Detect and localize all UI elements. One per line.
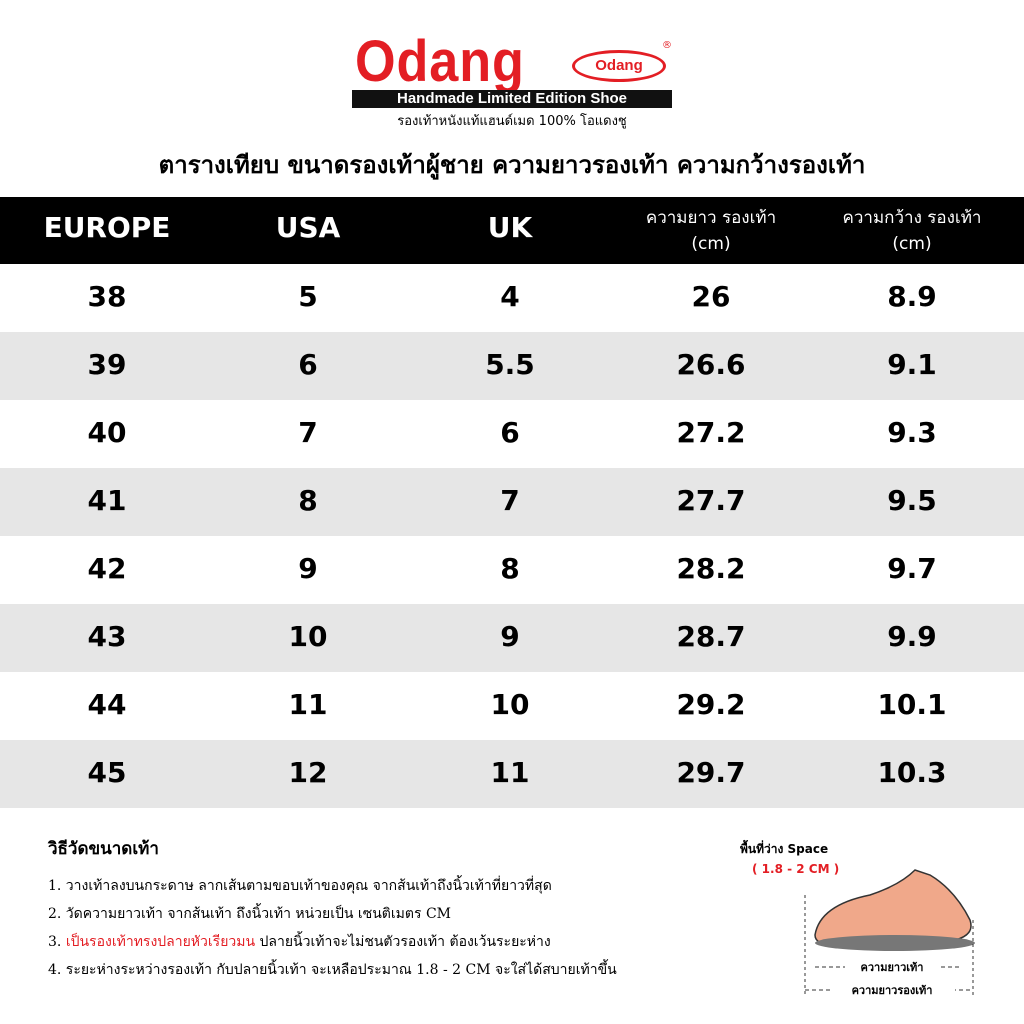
cell-value: 5.5	[485, 348, 535, 381]
header-text: ความกว้าง รองเท้า	[842, 208, 982, 228]
header-cell: UK	[410, 211, 610, 244]
table-row: 43 10 9 28.7 9.9	[0, 604, 1024, 672]
cell-value: 39	[87, 348, 127, 381]
table-row: 45 12 11 29.7 10.3	[0, 740, 1024, 808]
instruction-text: ปลายนิ้วเท้าจะไม่ชนตัวรองเท้า ต้องเว้นระ…	[255, 934, 551, 950]
shoe-length: ความยาวรองเท้า	[852, 984, 933, 997]
cell-value: 10	[288, 620, 328, 653]
brand: Odang	[355, 29, 525, 94]
foot	[814, 869, 972, 946]
cell-value: 8	[298, 484, 318, 517]
header-text: UK	[487, 211, 533, 244]
instruction-text: 4. ระยะห่างระหว่างรองเท้า กับปลายนิ้วเท้…	[48, 962, 617, 978]
space-range: ( 1.8 - 2 CM )	[752, 862, 839, 876]
cell-value: 45	[87, 756, 127, 789]
cell-value: 26	[691, 280, 731, 313]
cell-value: 6	[298, 348, 318, 381]
header-text: ความยาว รองเท้า	[645, 208, 777, 228]
table-row: 39 6 5.5 26.6 9.1	[0, 332, 1024, 400]
instructions: วิธีวัดขนาดเท้า 1. วางเท้าลงบนกระดาษ ลาก…	[48, 835, 617, 984]
instruction: 2. วัดความยาวเท้า จากส้นเท้า ถึงนิ้วเท้า…	[48, 900, 617, 928]
header-cell: ความกว้าง รองเท้า (cm)	[812, 205, 1012, 257]
cell-value: 41	[87, 484, 127, 517]
header-text: (cm)	[892, 234, 932, 254]
instruction-text: 1. วางเท้าลงบนกระดาษ ลากเส้นตามขอบเท้าขอ…	[48, 878, 552, 894]
cell-value: 10.3	[877, 756, 947, 789]
cell-value: 27.2	[676, 416, 746, 449]
instruction: 1. วางเท้าลงบนกระดาษ ลากเส้นตามขอบเท้าขอ…	[48, 872, 617, 900]
cell-value: 8	[500, 552, 520, 585]
registered: ®	[662, 40, 672, 51]
space-label: พื้นที่ว่าง Space	[740, 839, 828, 856]
cell-value: 9.3	[887, 416, 937, 449]
cell-value: 7	[298, 416, 318, 449]
title: ตารางเทียบ ขนาดรองเท้าผู้ชาย ความยาวรองเ…	[158, 151, 866, 179]
header-cell: ความยาว รองเท้า (cm)	[611, 205, 811, 257]
table-row: 38 5 4 26 8.9	[0, 264, 1024, 332]
instruction: 4. ระยะห่างระหว่างรองเท้า กับปลายนิ้วเท้…	[48, 956, 617, 984]
cell-value: 9.7	[887, 552, 937, 585]
cell-value: 26.6	[676, 348, 746, 381]
table-row: 44 11 10 29.2 10.1	[0, 672, 1024, 740]
cell-value: 38	[87, 280, 127, 313]
label-bg	[830, 982, 955, 998]
instruction: 3. เป็นรองเท้าทรงปลายหัวเรียวมน ปลายนิ้ว…	[48, 928, 617, 956]
header-cell: USA	[208, 211, 408, 244]
subtitle: รองเท้าหนังแท้แฮนด์เมด 100% โอแดงชู	[397, 114, 627, 129]
tagline: Handmade Limited Edition Shoe	[352, 90, 672, 108]
cell-value: 5	[298, 280, 318, 313]
cell-value: 27.7	[676, 484, 746, 517]
cell-value: 9.9	[887, 620, 937, 653]
cell-value: 29.2	[676, 688, 746, 721]
cell-value: 28.7	[676, 620, 746, 653]
cell-value: 42	[87, 552, 127, 585]
cell-value: 8.9	[887, 280, 937, 313]
cell-value: 40	[87, 416, 127, 449]
instruction-text: 2. วัดความยาวเท้า จากส้นเท้า ถึงนิ้วเท้า…	[48, 906, 452, 922]
header-row: EUROPE USA UK ความยาว รองเท้า (cm) ความกว้าง …	[0, 197, 1024, 265]
table-row: 42 9 8 28.2 9.7	[0, 536, 1024, 604]
header-text: EUROPE	[43, 211, 171, 244]
header-text: USA	[275, 211, 341, 244]
foot-length: ความยาวเท้า	[861, 961, 924, 974]
cell-value: 10.1	[877, 688, 947, 721]
cell-value: 7	[500, 484, 520, 517]
instruction-text: 3.	[48, 934, 66, 950]
table-row: 41 8 7 27.7 9.5	[0, 468, 1024, 536]
cell-value: 10	[490, 688, 530, 721]
cell-value: 28.2	[676, 552, 746, 585]
cell-value: 44	[87, 688, 127, 721]
cell-value: 29.7	[676, 756, 746, 789]
cell-value: 6	[500, 416, 520, 449]
label-bg	[845, 959, 940, 975]
header-cell: EUROPE	[7, 211, 207, 244]
foot-diagram: พื้นที่ว่าง Space ( 1.8 - 2 CM ) ความยาว…	[740, 839, 975, 998]
cell-value: 43	[87, 620, 127, 653]
cell-value: 9.5	[887, 484, 937, 517]
cell-value: 12	[288, 756, 328, 789]
cell-value: 9	[500, 620, 520, 653]
cell-value: 9	[298, 552, 318, 585]
cell-value: 4	[500, 280, 520, 313]
badge: Odang	[572, 50, 666, 82]
cell-value: 9.1	[887, 348, 937, 381]
instructions-heading: วิธีวัดขนาดเท้า	[48, 839, 159, 859]
header-text: (cm)	[691, 234, 731, 254]
cell-value: 11	[288, 688, 328, 721]
instruction-text: เป็นรองเท้าทรงปลายหัวเรียวมน	[65, 934, 256, 950]
cell-value: 11	[490, 756, 530, 789]
table-row: 40 7 6 27.2 9.3	[0, 400, 1024, 468]
insole	[815, 935, 975, 951]
